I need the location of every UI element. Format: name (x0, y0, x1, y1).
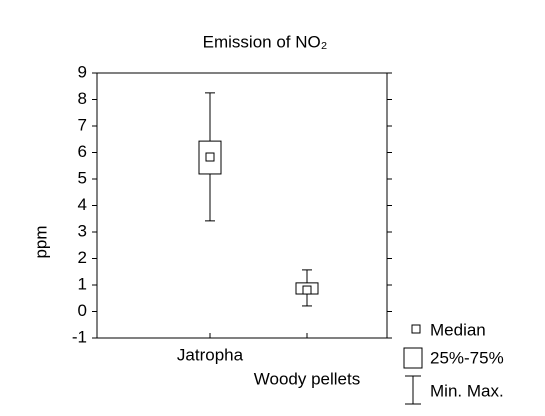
legend-box-icon (403, 347, 423, 369)
legend-label: Min. Max. (430, 381, 504, 400)
y-tick-label: 1 (78, 274, 87, 293)
legend-label: Median (430, 320, 486, 339)
y-tick-label: 6 (78, 142, 87, 161)
x-tick-label: Woody pellets (254, 369, 360, 388)
y-tick-label: 8 (78, 89, 87, 108)
legend-median-icon (411, 324, 421, 334)
x-tick-label: Jatropha (177, 345, 244, 364)
y-tick-label: -1 (72, 327, 87, 346)
y-axis-label: ppm (31, 225, 50, 258)
plot-frame (96, 72, 388, 339)
y-tick-label: 9 (78, 62, 87, 81)
median (205, 152, 215, 162)
y-tick-label: 2 (78, 248, 87, 267)
y-tick-label: 7 (78, 115, 87, 134)
y-tick-label: 0 (78, 301, 87, 320)
chart-title: Emission of NO₂ (203, 32, 328, 51)
y-tick-label: 4 (78, 195, 87, 214)
y-tick-label: 5 (78, 168, 87, 187)
median (302, 285, 312, 295)
legend-label: 25%-75% (430, 348, 504, 367)
y-tick-label: 3 (78, 221, 87, 240)
